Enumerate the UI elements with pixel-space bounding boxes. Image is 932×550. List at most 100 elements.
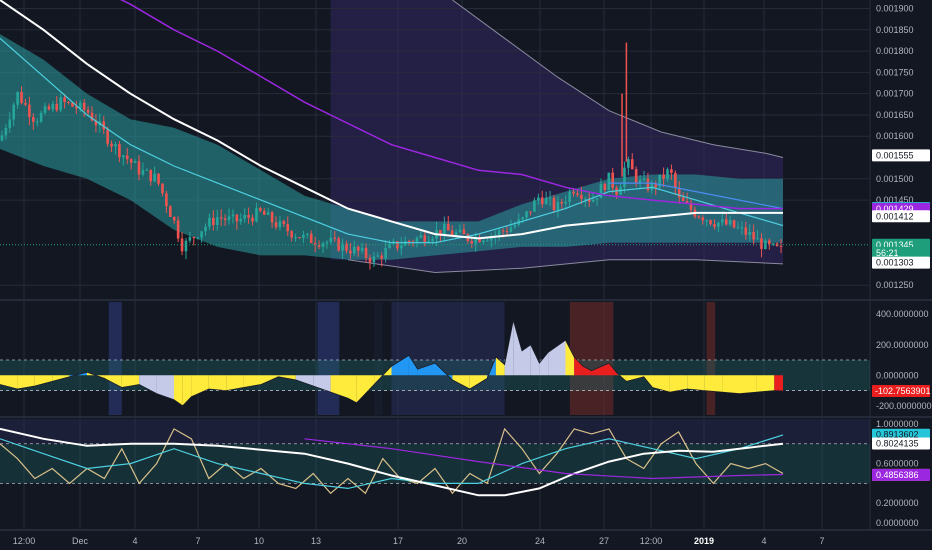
oscillator-area-segment: [391, 355, 409, 376]
candle-body: [196, 237, 200, 239]
x-tick-label: 27: [599, 536, 609, 546]
candle-body: [333, 237, 337, 239]
candle-body: [627, 159, 630, 168]
oscillator-area-segment: [156, 375, 174, 400]
price-tag: [872, 256, 930, 269]
oscillator-area-segment: [104, 375, 122, 388]
candle-body: [548, 197, 552, 199]
candle-body: [364, 247, 368, 258]
candle-body: [325, 242, 329, 244]
candle-body: [399, 245, 403, 249]
candle-body: [591, 199, 595, 202]
candle-body: [576, 193, 579, 195]
y-tick-label: 400.0000000: [876, 309, 929, 319]
regime-shade: [317, 302, 340, 415]
candle-body: [482, 240, 485, 243]
candle-body: [728, 220, 732, 225]
candle-body: [736, 227, 740, 229]
candle-body: [235, 214, 239, 222]
x-tick-label: 2019: [694, 536, 714, 546]
candle-body: [20, 91, 23, 104]
candle-body: [219, 217, 223, 219]
candle-body: [654, 183, 658, 188]
candle-body: [407, 240, 411, 242]
candle-body: [337, 238, 340, 251]
candle-body: [8, 119, 12, 128]
candle-body: [286, 224, 290, 232]
candle-body: [63, 97, 66, 103]
candle-body: [752, 232, 755, 240]
candle-body: [137, 161, 141, 175]
candle-body: [677, 188, 681, 198]
candle-body: [251, 217, 254, 222]
oscillator-area-segment: [652, 375, 670, 393]
candle-body: [415, 237, 419, 243]
price-tag-label: 0.001429: [876, 204, 914, 214]
candle-body: [266, 212, 270, 215]
oscillator-area-segment: [495, 357, 505, 376]
oscillator-area-segment: [739, 375, 757, 394]
oscillator-area-segment: [417, 363, 435, 376]
candle-body: [75, 106, 78, 109]
candle-body: [403, 240, 407, 246]
candle-body: [423, 235, 427, 243]
candle-body: [67, 102, 70, 104]
y-tick-label: 0.001750: [876, 67, 914, 77]
candle-body: [540, 197, 544, 205]
candle-body: [188, 237, 192, 241]
candle-body: [0, 135, 4, 141]
candle-body: [490, 236, 493, 241]
regime-shade: [569, 302, 614, 415]
price-tag-label: 56:21: [876, 248, 899, 258]
oscillator-area-segment: [756, 375, 775, 393]
candle-body: [419, 235, 423, 238]
candle-body: [71, 102, 74, 107]
candle-body: [556, 202, 560, 210]
candle-body: [102, 121, 106, 130]
price-tag-label: 0.001412: [876, 211, 914, 221]
candle-body: [431, 238, 434, 242]
oscillator-area-segment: [121, 375, 140, 388]
candle-body: [278, 221, 282, 228]
candle-body: [721, 219, 724, 223]
x-tick-label: 12:00: [13, 536, 36, 546]
stochastic-series-line: [304, 438, 784, 480]
candle-body: [28, 104, 31, 117]
candle-body: [208, 217, 211, 227]
ma-blue-line: [609, 182, 784, 210]
y-tick-label: 0.0000000: [876, 370, 919, 380]
candle-body: [450, 230, 454, 236]
candle-body: [78, 102, 82, 109]
candle-body: [125, 155, 129, 160]
candle-body: [153, 173, 156, 182]
candle-body: [446, 223, 450, 231]
candle-body: [16, 91, 19, 105]
oscillator-area-segment: [565, 340, 575, 376]
oscillator-area-segment: [17, 375, 35, 389]
regime-shade: [706, 302, 716, 415]
y-tick-label: -200.0000000: [876, 401, 932, 411]
regime-shade: [374, 302, 383, 415]
oscillator-area-segment: [295, 375, 314, 386]
oscillator-area-segment: [530, 344, 540, 376]
candle-body: [505, 231, 509, 233]
candle-body: [231, 214, 235, 217]
candle-body: [262, 210, 266, 215]
candle-body: [157, 173, 160, 184]
stochastic-value-label: 0.8913602: [876, 430, 919, 440]
candle-body: [349, 250, 352, 254]
candle-body: [321, 243, 325, 247]
candle-body: [478, 237, 481, 243]
candle-body: [184, 240, 188, 252]
stochastic-series-line: [0, 427, 784, 495]
ma-purple-line: [120, 0, 783, 210]
candle-body: [356, 246, 360, 251]
candle-body: [55, 103, 59, 111]
candle-body: [580, 194, 583, 199]
x-tick-label: 24: [535, 536, 545, 546]
candle-body: [701, 217, 705, 221]
oscillator-area-segment: [174, 375, 183, 406]
candle-body: [223, 218, 227, 221]
x-tick-label: 20: [457, 536, 467, 546]
